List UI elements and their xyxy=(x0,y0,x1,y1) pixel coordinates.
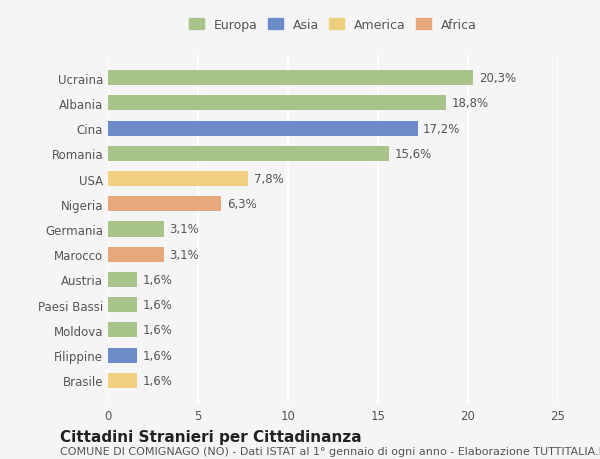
Text: 1,6%: 1,6% xyxy=(142,374,172,387)
Bar xyxy=(108,222,164,237)
Bar xyxy=(108,348,137,363)
Text: Cittadini Stranieri per Cittadinanza: Cittadini Stranieri per Cittadinanza xyxy=(60,429,362,444)
Text: 1,6%: 1,6% xyxy=(142,274,172,286)
Bar xyxy=(108,323,137,338)
Text: 1,6%: 1,6% xyxy=(142,298,172,312)
Bar xyxy=(108,71,473,86)
Bar xyxy=(108,96,446,111)
Text: 18,8%: 18,8% xyxy=(452,97,489,110)
Text: COMUNE DI COMIGNAGO (NO) - Dati ISTAT al 1° gennaio di ogni anno - Elaborazione : COMUNE DI COMIGNAGO (NO) - Dati ISTAT al… xyxy=(60,447,600,456)
Text: 17,2%: 17,2% xyxy=(423,123,460,135)
Text: 20,3%: 20,3% xyxy=(479,72,516,85)
Text: 3,1%: 3,1% xyxy=(169,223,199,236)
Text: 1,6%: 1,6% xyxy=(142,324,172,336)
Text: 1,6%: 1,6% xyxy=(142,349,172,362)
Bar xyxy=(108,272,137,287)
Text: 3,1%: 3,1% xyxy=(169,248,199,261)
Bar xyxy=(108,197,221,212)
Bar xyxy=(108,172,248,187)
Bar xyxy=(108,121,418,136)
Text: 15,6%: 15,6% xyxy=(394,147,431,161)
Text: 7,8%: 7,8% xyxy=(254,173,284,185)
Text: 6,3%: 6,3% xyxy=(227,198,257,211)
Legend: Europa, Asia, America, Africa: Europa, Asia, America, Africa xyxy=(187,16,479,34)
Bar xyxy=(108,247,164,262)
Bar xyxy=(108,297,137,313)
Bar xyxy=(108,373,137,388)
Bar xyxy=(108,146,389,162)
